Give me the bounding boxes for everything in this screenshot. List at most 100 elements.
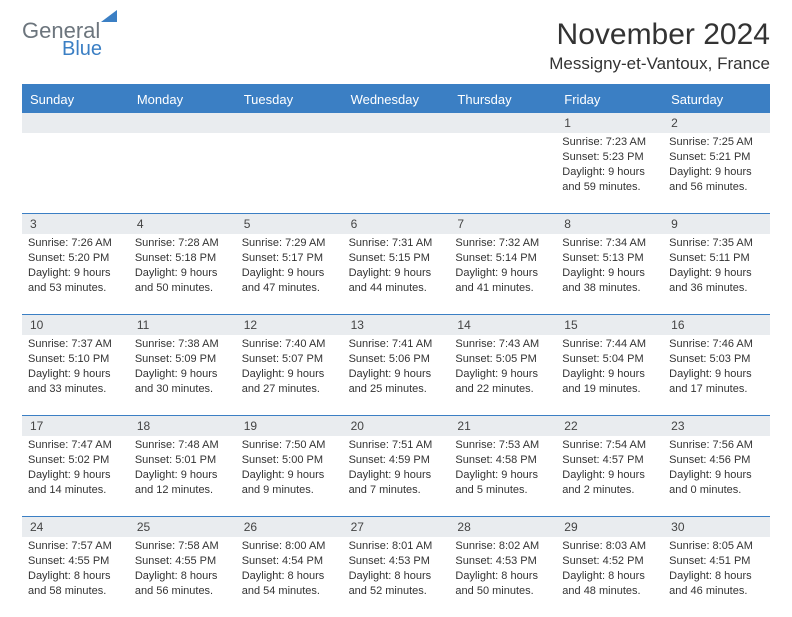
sunset-text: Sunset: 5:00 PM [242,453,337,468]
sunset-text: Sunset: 5:15 PM [349,251,444,266]
date-number: 13 [343,315,450,335]
sunset-text: Sunset: 4:51 PM [669,554,764,569]
day-header: Friday [556,86,663,113]
sunset-text: Sunset: 5:18 PM [135,251,230,266]
date-number: 22 [556,416,663,436]
sunrise-text: Sunrise: 7:46 AM [669,337,764,352]
day-cell: Sunrise: 7:54 AMSunset: 4:57 PMDaylight:… [556,436,663,516]
day-cell: Sunrise: 7:53 AMSunset: 4:58 PMDaylight:… [449,436,556,516]
date-number: 26 [236,517,343,537]
date-number: 25 [129,517,236,537]
sunrise-text: Sunrise: 7:40 AM [242,337,337,352]
week-row: Sunrise: 7:47 AMSunset: 5:02 PMDaylight:… [22,436,770,516]
day-cell: Sunrise: 7:47 AMSunset: 5:02 PMDaylight:… [22,436,129,516]
daylight-text: Daylight: 9 hours and 44 minutes. [349,266,444,296]
date-number: 30 [663,517,770,537]
sunrise-text: Sunrise: 7:43 AM [455,337,550,352]
day-header: Monday [129,86,236,113]
sunset-text: Sunset: 5:06 PM [349,352,444,367]
day-header: Thursday [449,86,556,113]
date-number: 1 [556,113,663,133]
daylight-text: Daylight: 9 hours and 25 minutes. [349,367,444,397]
day-cell: Sunrise: 8:00 AMSunset: 4:54 PMDaylight:… [236,537,343,617]
calendar: SundayMondayTuesdayWednesdayThursdayFrid… [22,84,770,617]
sunrise-text: Sunrise: 7:35 AM [669,236,764,251]
sunset-text: Sunset: 4:52 PM [562,554,657,569]
date-number: 9 [663,214,770,234]
sunset-text: Sunset: 4:56 PM [669,453,764,468]
daylight-text: Daylight: 9 hours and 22 minutes. [455,367,550,397]
sunset-text: Sunset: 5:21 PM [669,150,764,165]
sunset-text: Sunset: 5:17 PM [242,251,337,266]
sunset-text: Sunset: 4:54 PM [242,554,337,569]
location: Messigny-et-Vantoux, France [549,54,770,74]
day-cell: Sunrise: 8:01 AMSunset: 4:53 PMDaylight:… [343,537,450,617]
day-header: Tuesday [236,86,343,113]
date-number: 23 [663,416,770,436]
daylight-text: Daylight: 8 hours and 52 minutes. [349,569,444,599]
day-cell: Sunrise: 7:23 AMSunset: 5:23 PMDaylight:… [556,133,663,213]
daylight-text: Daylight: 8 hours and 50 minutes. [455,569,550,599]
sunrise-text: Sunrise: 8:02 AM [455,539,550,554]
day-cell [22,133,129,213]
day-cell: Sunrise: 7:38 AMSunset: 5:09 PMDaylight:… [129,335,236,415]
daylight-text: Daylight: 8 hours and 48 minutes. [562,569,657,599]
day-cell: Sunrise: 7:57 AMSunset: 4:55 PMDaylight:… [22,537,129,617]
sunset-text: Sunset: 5:23 PM [562,150,657,165]
sunrise-text: Sunrise: 7:57 AM [28,539,123,554]
sunset-text: Sunset: 4:53 PM [349,554,444,569]
header: GeneralBlue November 2024 Messigny-et-Va… [22,18,770,74]
daylight-text: Daylight: 9 hours and 2 minutes. [562,468,657,498]
day-cell: Sunrise: 7:26 AMSunset: 5:20 PMDaylight:… [22,234,129,314]
date-number: 19 [236,416,343,436]
sunset-text: Sunset: 4:58 PM [455,453,550,468]
sunset-text: Sunset: 4:55 PM [28,554,123,569]
date-number: 11 [129,315,236,335]
daylight-text: Daylight: 9 hours and 14 minutes. [28,468,123,498]
date-number: 21 [449,416,556,436]
day-cell: Sunrise: 7:29 AMSunset: 5:17 PMDaylight:… [236,234,343,314]
sunrise-text: Sunrise: 7:37 AM [28,337,123,352]
sunrise-text: Sunrise: 7:34 AM [562,236,657,251]
sunset-text: Sunset: 5:07 PM [242,352,337,367]
date-number: 3 [22,214,129,234]
sunrise-text: Sunrise: 8:05 AM [669,539,764,554]
logo: GeneralBlue [22,18,117,61]
sunset-text: Sunset: 4:59 PM [349,453,444,468]
daylight-text: Daylight: 9 hours and 30 minutes. [135,367,230,397]
sunrise-text: Sunrise: 7:50 AM [242,438,337,453]
sunrise-text: Sunrise: 7:58 AM [135,539,230,554]
day-cell: Sunrise: 7:32 AMSunset: 5:14 PMDaylight:… [449,234,556,314]
sunset-text: Sunset: 4:57 PM [562,453,657,468]
sunset-text: Sunset: 5:09 PM [135,352,230,367]
date-number: 27 [343,517,450,537]
sunrise-text: Sunrise: 7:44 AM [562,337,657,352]
day-cell: Sunrise: 8:03 AMSunset: 4:52 PMDaylight:… [556,537,663,617]
day-header: Wednesday [343,86,450,113]
sunrise-text: Sunrise: 7:38 AM [135,337,230,352]
date-number [449,113,556,133]
daylight-text: Daylight: 9 hours and 7 minutes. [349,468,444,498]
sunset-text: Sunset: 5:03 PM [669,352,764,367]
sunset-text: Sunset: 5:05 PM [455,352,550,367]
date-number: 16 [663,315,770,335]
sunrise-text: Sunrise: 7:28 AM [135,236,230,251]
day-cell: Sunrise: 7:37 AMSunset: 5:10 PMDaylight:… [22,335,129,415]
day-cell: Sunrise: 7:46 AMSunset: 5:03 PMDaylight:… [663,335,770,415]
sunset-text: Sunset: 5:10 PM [28,352,123,367]
day-cell: Sunrise: 7:48 AMSunset: 5:01 PMDaylight:… [129,436,236,516]
week-row: Sunrise: 7:37 AMSunset: 5:10 PM Daylight:… [22,335,770,415]
day-cell: Sunrise: 7:50 AMSunset: 5:00 PMDaylight:… [236,436,343,516]
date-row: 24252627282930 [22,517,770,537]
sunrise-text: Sunrise: 7:53 AM [455,438,550,453]
week-row: Sunrise: 7:57 AMSunset: 4:55 PM Daylight:… [22,537,770,617]
date-number: 8 [556,214,663,234]
month-title: November 2024 [549,18,770,52]
day-cell [343,133,450,213]
date-number [236,113,343,133]
sunrise-text: Sunrise: 7:29 AM [242,236,337,251]
day-header-row: SundayMondayTuesdayWednesdayThursdayFrid… [22,86,770,113]
sunset-text: Sunset: 5:13 PM [562,251,657,266]
day-header: Saturday [663,86,770,113]
sunrise-text: Sunrise: 7:54 AM [562,438,657,453]
